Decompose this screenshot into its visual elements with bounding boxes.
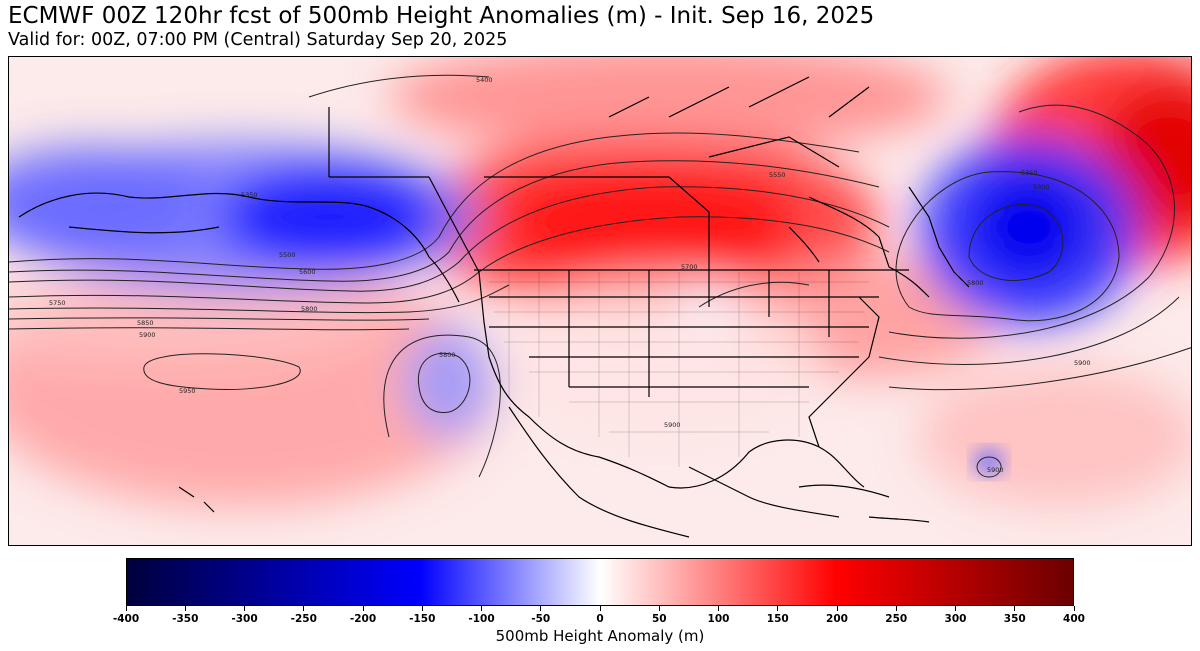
colorbar-tick-label: -250 [274, 606, 334, 625]
contour-label: 5850 [137, 319, 154, 327]
colorbar-tick-label: -50 [511, 606, 571, 625]
colorbar-tick-text: 250 [885, 613, 908, 625]
colorbar-tick-label: 100 [689, 606, 749, 625]
colorbar-tick-text: 50 [651, 613, 667, 625]
coastlines-borders [18, 76, 970, 538]
colorbar-tick-text: -150 [409, 613, 436, 625]
colorbar-ticks: -400 -350 -300 -250 -200 -150 -100 -50 0 50 100 150… [113, 606, 1085, 632]
colorbar-tick-text: -100 [468, 613, 495, 625]
contour-label: 5300 [1033, 183, 1050, 191]
contour-label: 5500 [279, 251, 296, 259]
colorbar-tick-text: 150 [766, 613, 789, 625]
colorbar-tick-label: 0 [570, 606, 630, 625]
colorbar-tick-label: 300 [926, 606, 986, 625]
colorbar-tick-text: 0 [596, 613, 604, 625]
anomaly-map: 5400 5350 5500 5600 5750 5800 5850 5900 … [8, 56, 1192, 546]
colorbar-tick-label: 250 [866, 606, 926, 625]
contour-label: 5900 [139, 331, 156, 339]
small-anomaly-shading [975, 450, 1003, 474]
contour-label: 5900 [664, 421, 681, 429]
colorbar-tick-label: -200 [333, 606, 393, 625]
colorbar-tick-label: 400 [1044, 606, 1104, 625]
colorbar-tick-text: 300 [944, 613, 967, 625]
colorbar-tick-text: 400 [1063, 613, 1085, 625]
contour-label: 5800 [439, 351, 456, 359]
colorbar-tick-label: -150 [392, 606, 452, 625]
colorbar-tick-label: 200 [807, 606, 867, 625]
contour-label: 5750 [49, 299, 66, 307]
colorbar-tick-text: -350 [172, 613, 199, 625]
colorbar-tick-text: 200 [826, 613, 848, 625]
contour-label: 5400 [476, 76, 493, 84]
colorbar-tick-label: -400 [96, 606, 156, 625]
county-grid [489, 272, 869, 467]
contour-label: 5800 [301, 305, 318, 313]
colorbar-tick-text: -200 [349, 613, 377, 625]
colorbar-tick-text: -300 [231, 613, 258, 625]
colorbar-tick-text: 350 [1003, 613, 1026, 625]
contour-label: 5800 [967, 279, 984, 287]
contour-labels: 5400 5350 5500 5600 5750 5800 5850 5900 … [49, 76, 1091, 474]
colorbar-tick-label: 350 [985, 606, 1045, 625]
colorbar-tick-text: -250 [290, 613, 317, 625]
contour-label: 5350 [241, 191, 258, 199]
contour-label: 5350 [1021, 169, 1038, 177]
colorbar-tick-label: -300 [215, 606, 275, 625]
colorbar-tick-label: -350 [155, 606, 215, 625]
contour-label: 5900 [987, 466, 1004, 474]
contour-label: 5600 [299, 268, 316, 276]
colorbar-tick-label: -100 [452, 606, 512, 625]
colorbar-label: 500mb Height Anomaly (m) [495, 627, 705, 645]
colorbar-tick-text: -400 [112, 613, 140, 625]
colorbar [126, 558, 1074, 606]
colorbar-tick-label: 150 [748, 606, 808, 625]
anomaly-shading [9, 57, 1191, 507]
contour-label: 5900 [1074, 359, 1091, 367]
contour-label: 5700 [681, 263, 698, 271]
map-subtitle: Valid for: 00Z, 07:00 PM (Central) Satur… [8, 30, 508, 50]
colorbar-tick-text: -50 [531, 613, 551, 625]
anomaly-map-canvas: 5400 5350 5500 5600 5750 5800 5850 5900 … [9, 57, 1191, 538]
contour-label: 5950 [179, 387, 196, 395]
colorbar-tick-text: 100 [707, 613, 730, 625]
map-title: ECMWF 00Z 120hr fcst of 500mb Height Ano… [8, 3, 875, 29]
contour-label: 5550 [769, 171, 786, 179]
colorbar-tick-label: 50 [629, 606, 689, 625]
